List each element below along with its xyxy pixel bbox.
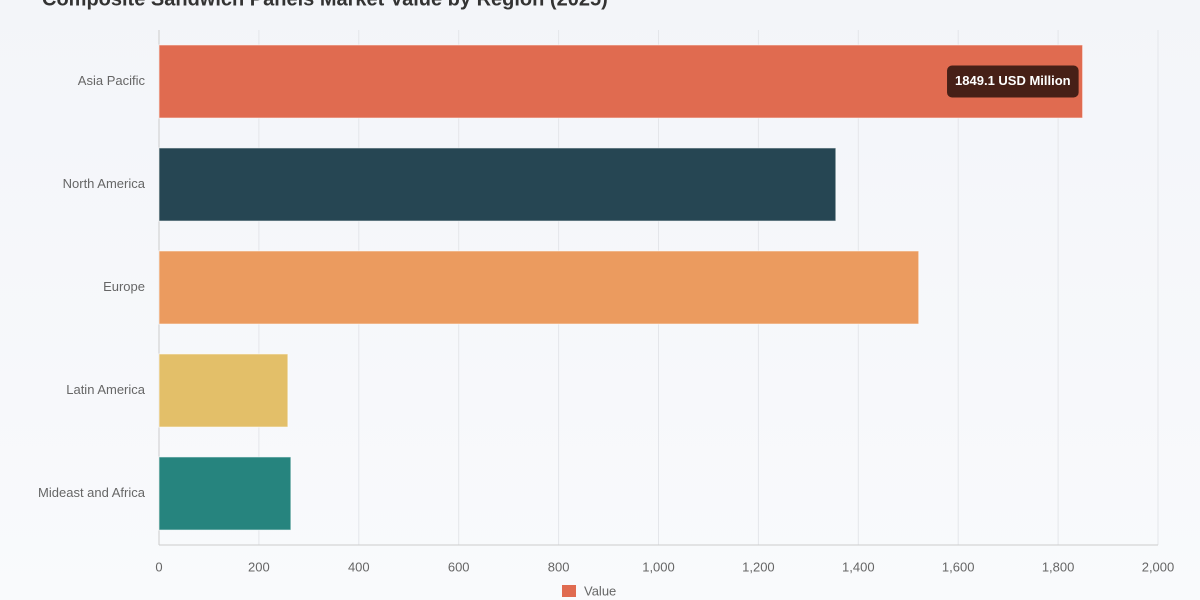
bar xyxy=(158,44,1084,119)
x-tick-label: 1,200 xyxy=(742,559,775,574)
x-tick-label: 0 xyxy=(155,559,162,574)
legend-swatch xyxy=(562,585,576,597)
x-tick-label: 1,000 xyxy=(642,559,675,574)
x-tick-label: 400 xyxy=(348,559,370,574)
x-tick-label: 2,000 xyxy=(1142,559,1175,574)
y-tick-label: Mideast and Africa xyxy=(38,485,146,500)
bar xyxy=(158,456,292,531)
legend-label: Value xyxy=(584,583,616,598)
y-tick-label: Europe xyxy=(103,279,145,294)
bar xyxy=(158,353,289,428)
x-tick-label: 200 xyxy=(248,559,270,574)
chart-title: Composite Sandwich Panels Market Value b… xyxy=(42,0,608,10)
tooltip: 1849.1 USD Million xyxy=(947,65,1079,98)
x-tick-label: 1,600 xyxy=(942,559,975,574)
value-label: 1849.1 USD Million xyxy=(955,73,1071,88)
x-tick-label: 800 xyxy=(548,559,570,574)
tooltip-box xyxy=(947,65,1079,98)
y-tick-label: North America xyxy=(63,176,146,191)
bar xyxy=(158,250,920,325)
x-tick-label: 1,400 xyxy=(842,559,875,574)
y-tick-label: Asia Pacific xyxy=(78,73,146,88)
x-tick-label: 600 xyxy=(448,559,470,574)
x-tick-label: 1,800 xyxy=(1042,559,1075,574)
y-tick-label: Latin America xyxy=(66,382,146,397)
bar xyxy=(158,147,837,222)
